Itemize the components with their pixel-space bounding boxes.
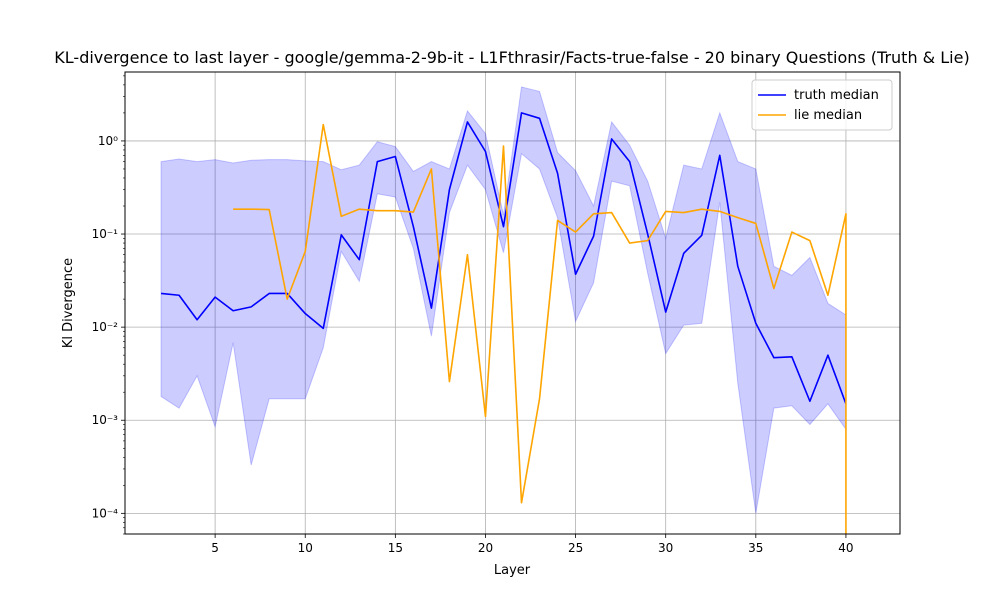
chart-title: KL-divergence to last layer - google/gem… (54, 48, 969, 67)
legend-box (751, 79, 893, 131)
legend-label: lie median (794, 108, 862, 123)
plot-frame (124, 71, 901, 535)
y-tick-label: 10⁻² (92, 320, 119, 334)
x-tick-label: 20 (478, 541, 493, 555)
series-line (160, 112, 847, 405)
y-tick-label: 10⁻³ (92, 413, 119, 427)
y-tick-label: 10⁰ (98, 134, 118, 148)
legend: truth median lie median (751, 79, 893, 131)
series-line (233, 123, 847, 534)
y-tick-label: 10⁻⁴ (92, 506, 119, 520)
x-axis-label: Layer (494, 563, 531, 578)
x-tick-label: 35 (748, 541, 763, 555)
x-tick-label: 30 (658, 541, 673, 555)
x-tick-label: 15 (388, 541, 403, 555)
legend-label: truth median (794, 88, 879, 103)
x-tick-label: 25 (568, 541, 583, 555)
y-tick-label: 10⁻¹ (92, 227, 119, 241)
x-axis: 5 10 15 20 25 30 35 40 (211, 534, 854, 555)
x-tick-label: 5 (211, 541, 219, 555)
series-lines (160, 112, 847, 534)
x-tick-label: 40 (838, 541, 853, 555)
x-tick-label: 10 (298, 541, 313, 555)
y-axis: 10⁻⁴ 10⁻³ 10⁻² 10⁻¹ 10⁰ (92, 75, 125, 535)
y-axis-label: Kl Divergence (61, 258, 76, 348)
